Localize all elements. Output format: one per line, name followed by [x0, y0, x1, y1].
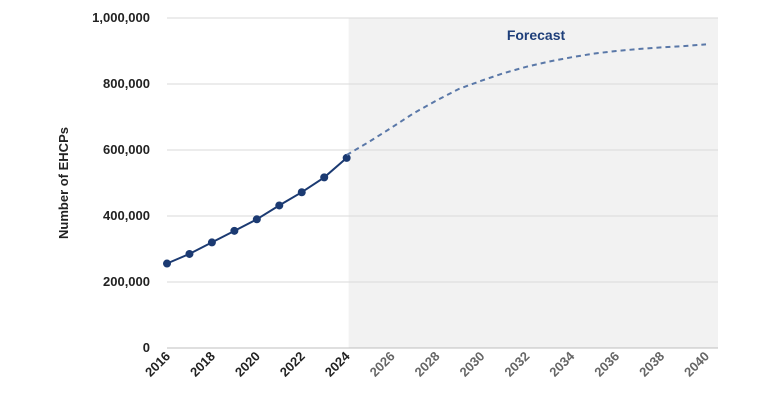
x-tick-label-8: 2032: [501, 349, 532, 380]
forecast-line: [346, 43, 707, 156]
y-axis-tick-labels: 0 200,000 400,000 600,000 800,000 1,000,000: [92, 10, 150, 355]
x-tick-label-5: 2026: [367, 349, 398, 380]
x-tick-label-12: 2040: [681, 349, 712, 380]
x-tick-label-4: 2024: [322, 348, 354, 380]
x-tick-label-9: 2034: [546, 348, 578, 380]
data-point-2020: [252, 215, 261, 224]
x-tick-label-3: 2022: [277, 349, 308, 380]
series-lines: [163, 43, 707, 268]
x-tick-label-2: 2020: [232, 349, 263, 380]
y-tick-label-0: 0: [143, 340, 150, 355]
x-tick-label-10: 2036: [591, 349, 622, 380]
forecast-region: [348, 18, 718, 348]
actual-line: [166, 157, 348, 265]
y-tick-label-3: 600,000: [103, 142, 150, 157]
forecast-label: Forecast: [507, 27, 566, 43]
x-tick-label-11: 2038: [636, 349, 667, 380]
y-axis-title: Number of EHCPs: [56, 127, 71, 239]
y-tick-label-5: 1,000,000: [92, 10, 150, 25]
data-point-2019: [230, 226, 239, 235]
y-tick-label-4: 800,000: [103, 76, 150, 91]
data-point-2021: [275, 201, 284, 210]
y-tick-label-1: 200,000: [103, 274, 150, 289]
data-point-2023: [320, 173, 329, 182]
x-tick-label-7: 2030: [456, 349, 487, 380]
data-point-2018: [207, 238, 216, 247]
data-point-2016: [163, 259, 171, 268]
x-tick-label-6: 2028: [412, 349, 443, 380]
y-tick-label-2: 400,000: [103, 208, 150, 223]
x-axis-tick-labels: 2016 2018 2020 2022 2024 2026 2028 2030 2032 2034…: [142, 348, 712, 380]
data-point-2022: [297, 188, 306, 197]
data-point-2024: [342, 153, 351, 162]
data-point-2017: [185, 249, 194, 258]
x-tick-label-1: 2018: [187, 349, 218, 380]
